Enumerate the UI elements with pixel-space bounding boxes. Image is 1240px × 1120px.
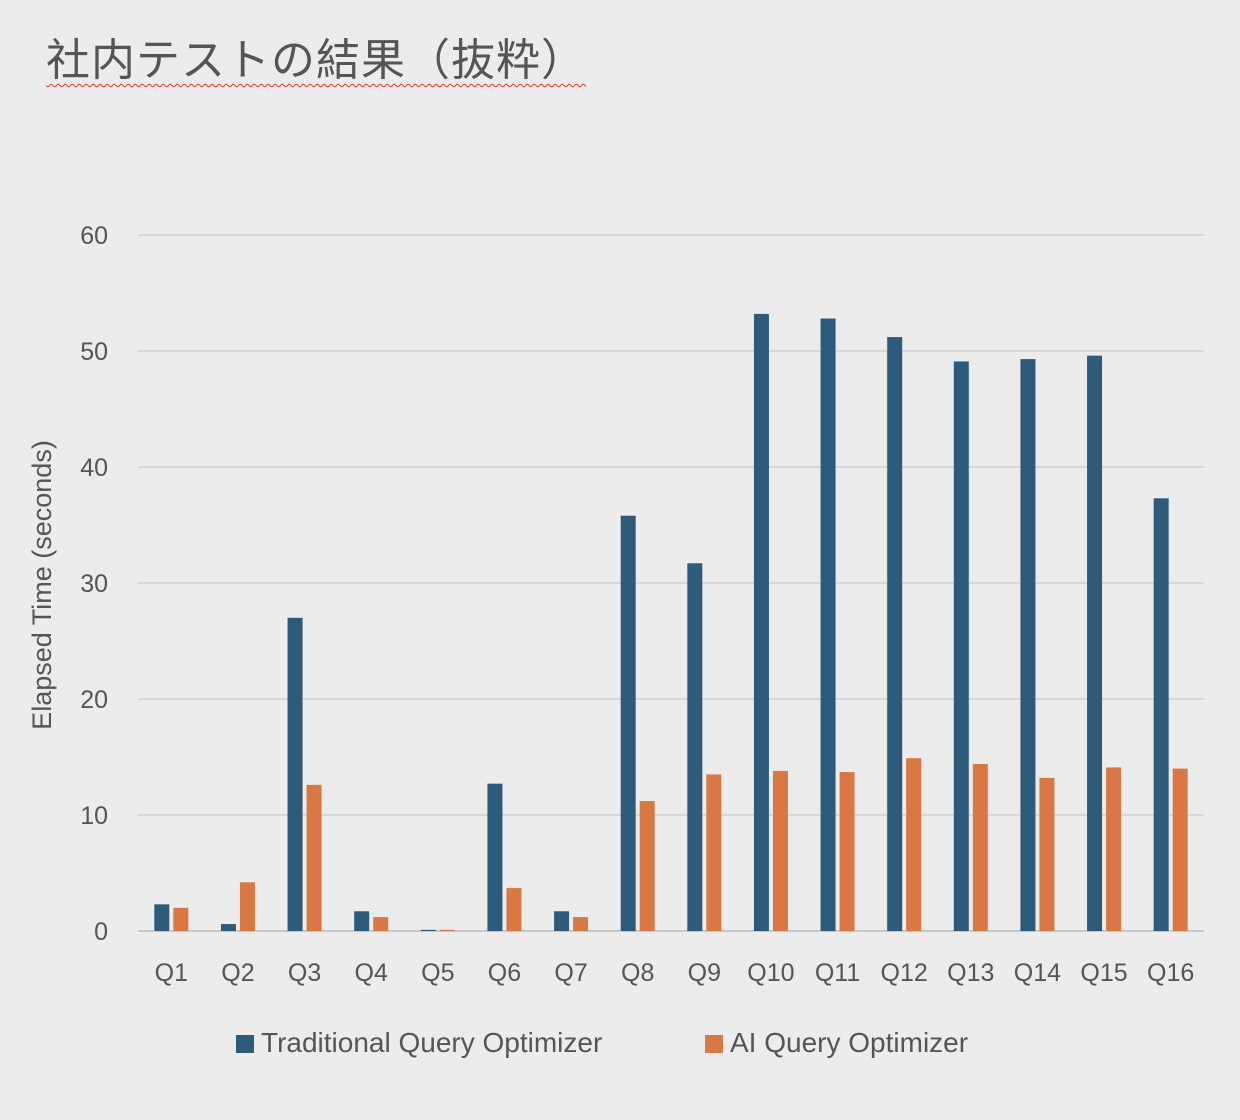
bar-q5-ai xyxy=(439,929,455,931)
slide-title: 社内テストの結果（抜粋） xyxy=(46,35,586,86)
bars xyxy=(154,313,1188,932)
x-tick-label: Q5 xyxy=(421,959,454,987)
y-tick-label: 10 xyxy=(80,802,108,830)
bar-q6-traditional xyxy=(487,783,503,931)
x-tick-label: Q7 xyxy=(554,959,587,987)
x-tick-label: Q2 xyxy=(221,959,254,987)
bar-q13-traditional xyxy=(953,361,969,931)
x-tick-label: Q15 xyxy=(1080,959,1127,987)
bar-q5-traditional xyxy=(420,929,436,931)
x-tick-label: Q9 xyxy=(688,959,721,987)
bar-q9-traditional xyxy=(687,563,703,931)
bar-q10-ai xyxy=(772,770,788,931)
y-tick-label: 50 xyxy=(80,338,108,366)
x-tick-label: Q10 xyxy=(747,959,794,987)
legend: Traditional Query Optimizer AI Query Opti… xyxy=(236,1027,968,1058)
y-tick-label: 60 xyxy=(80,222,108,250)
y-tick-label: 20 xyxy=(80,686,108,714)
bar-q13-ai xyxy=(972,763,988,931)
legend-label-ai: AI Query Optimizer xyxy=(730,1027,968,1058)
bar-q15-traditional xyxy=(1087,355,1103,931)
bar-q12-traditional xyxy=(887,337,903,932)
bar-q4-traditional xyxy=(354,911,370,931)
bar-q1-traditional xyxy=(154,904,170,931)
bar-q6-ai xyxy=(506,888,522,931)
bar-q2-ai xyxy=(239,882,255,931)
bar-q12-ai xyxy=(906,758,922,931)
bar-q14-ai xyxy=(1039,777,1055,931)
x-axis-ticks: Q1 Q2 Q3 Q4 Q5 Q6 Q7 Q8 Q9 Q10 Q11 Q12 Q13 Q14 Q15 Q16 xyxy=(155,959,1195,987)
bar-q14-traditional xyxy=(1020,359,1036,931)
x-tick-label: Q8 xyxy=(621,959,654,987)
x-tick-label: Q6 xyxy=(488,959,521,987)
bar-q7-ai xyxy=(573,917,589,931)
bar-q11-ai xyxy=(839,772,855,931)
x-tick-label: Q3 xyxy=(288,959,321,987)
y-tick-label: 30 xyxy=(80,570,108,598)
y-tick-label: 40 xyxy=(80,454,108,482)
x-tick-label: Q4 xyxy=(355,959,388,987)
x-tick-label: Q14 xyxy=(1014,959,1061,987)
x-tick-label: Q11 xyxy=(815,959,860,987)
bar-q4-ai xyxy=(373,917,389,931)
y-axis-ticks: 0 10 20 30 40 50 60 xyxy=(80,222,108,946)
legend-label-traditional: Traditional Query Optimizer xyxy=(261,1027,602,1058)
bar-q11-traditional xyxy=(820,318,836,931)
x-tick-label: Q16 xyxy=(1147,959,1194,987)
legend-swatch-traditional xyxy=(236,1035,254,1053)
bar-q8-traditional xyxy=(620,515,636,931)
bar-q16-traditional xyxy=(1153,498,1169,931)
y-tick-label: 0 xyxy=(94,918,108,946)
x-tick-label: Q12 xyxy=(881,959,928,987)
legend-swatch-ai xyxy=(705,1035,723,1053)
bar-q9-ai xyxy=(706,774,722,931)
bar-q3-ai xyxy=(306,784,322,931)
bar-q2-traditional xyxy=(220,924,236,931)
y-axis-title: Elapsed Time (seconds) xyxy=(27,440,57,730)
bar-q7-traditional xyxy=(554,911,570,931)
bar-q8-ai xyxy=(639,801,655,931)
bar-q16-ai xyxy=(1172,768,1188,931)
bar-q3-traditional xyxy=(287,617,303,931)
bar-q1-ai xyxy=(173,907,189,931)
x-tick-label: Q13 xyxy=(947,959,994,987)
bar-q10-traditional xyxy=(753,313,769,931)
x-tick-label: Q1 xyxy=(155,959,188,987)
bar-q15-ai xyxy=(1106,767,1122,931)
